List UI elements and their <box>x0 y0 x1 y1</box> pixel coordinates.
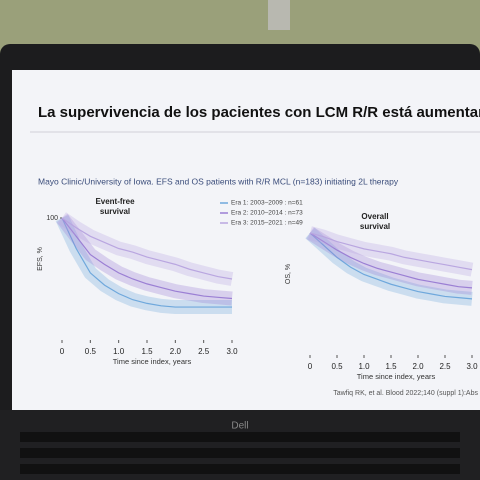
survival-line <box>61 217 232 308</box>
chart-title: Event-free survival <box>95 197 135 216</box>
legend-label: Era 1: 2003–2009 : n=61 <box>231 200 303 207</box>
y-axis-label: EFS, % <box>37 247 44 271</box>
key-row <box>20 448 460 458</box>
x-tick-label: 0.5 <box>331 362 343 371</box>
x-tick-label: 2.0 <box>412 362 424 371</box>
x-tick-label: 2.0 <box>170 347 182 356</box>
keys <box>20 432 460 474</box>
survival-line <box>61 217 233 280</box>
chair-post <box>268 0 290 30</box>
x-tick-label: 0 <box>60 347 65 356</box>
legend-label: Era 3: 2015–2021 : n=49 <box>231 220 303 227</box>
slide-subtitle: Mayo Clinic/University of Iowa. EFS and … <box>38 176 399 186</box>
brand: Dell <box>231 421 248 432</box>
x-tick-label: 3.0 <box>226 347 238 356</box>
x-tick-label: 1.5 <box>385 362 397 371</box>
x-tick-label: 3.0 <box>466 362 478 371</box>
survival-line <box>309 232 473 271</box>
x-tick-label: 1.5 <box>141 347 153 356</box>
x-tick-label: 1.0 <box>358 362 370 371</box>
x-tick-label: 1.0 <box>113 347 125 356</box>
chart-title: Overall survival <box>360 212 390 231</box>
y-axis-label: OS, % <box>285 264 292 284</box>
charts: Event-free survival EFS, % Time since index… <box>37 197 478 381</box>
key-row <box>20 464 460 474</box>
survival-line <box>61 217 233 300</box>
y-tick-label: 100 <box>46 215 58 222</box>
x-tick-label: 2.5 <box>439 362 451 371</box>
x-tick-label: 0.5 <box>85 347 97 356</box>
screen <box>12 70 480 410</box>
x-tick-label: 0 <box>308 362 313 371</box>
legend-label: Era 2: 2010–2014 : n=73 <box>231 210 303 217</box>
key-row <box>20 432 460 442</box>
survival-line <box>309 232 473 300</box>
x-axis-label: Time since index, years <box>357 372 436 381</box>
citation: Tawfiq RK, et al. Blood 2022;140 (suppl … <box>333 390 478 397</box>
x-tick-label: 2.5 <box>198 347 210 356</box>
slide-title: La supervivencia de los pacientes con LC… <box>38 104 480 121</box>
x-axis-label: Time since index, years <box>113 357 192 366</box>
survival-line <box>309 232 473 289</box>
